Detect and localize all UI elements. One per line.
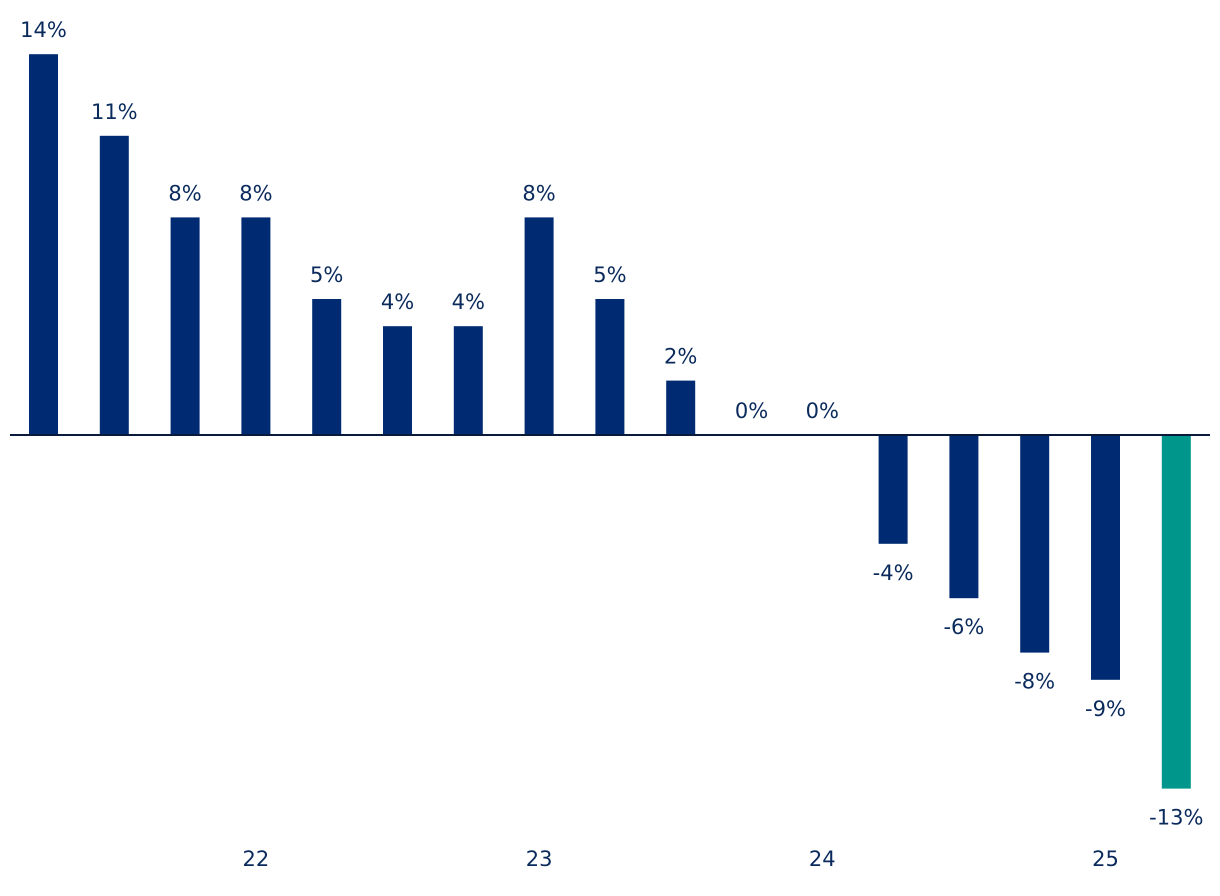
bar-1 [99,135,129,436]
bar-8 [595,299,625,435]
data-label-1: 11% [91,100,138,124]
bar-0 [29,54,58,435]
x-axis-tick-labels: 22 23 24 25 [243,847,1119,871]
data-label-4: 5% [310,263,343,287]
data-label-3: 8% [239,181,272,205]
data-label-0: 14% [20,18,67,42]
data-label-6: 4% [452,290,485,314]
bar-15 [1091,435,1120,680]
bar-13 [949,435,979,599]
bar-12 [878,435,908,544]
data-label-2: 8% [168,181,201,205]
bar-9 [666,380,696,435]
data-label-8: 5% [593,263,626,287]
bar-6 [453,326,483,435]
x-tick-label-24: 24 [809,847,836,871]
bars-group [29,54,1191,789]
data-label-9: 2% [664,345,697,369]
bar-4 [312,299,342,435]
data-label-13: -6% [943,615,984,639]
x-tick-label-22: 22 [243,847,270,871]
data-label-5: 4% [381,290,414,314]
data-label-10: 0% [735,399,768,423]
data-label-7: 8% [522,181,555,205]
data-label-12: -4% [873,561,914,585]
x-tick-label-25: 25 [1092,847,1119,871]
data-label-15: -9% [1085,697,1126,721]
x-tick-label-23: 23 [526,847,553,871]
data-label-14: -8% [1014,670,1055,694]
bar-5 [383,326,412,435]
bar-16 [1161,435,1191,789]
bar-7 [524,217,554,435]
bar-3 [241,217,271,435]
data-label-16: -13% [1149,806,1203,830]
bar-2 [170,217,200,435]
bar-14 [1020,435,1050,653]
data-label-11: 0% [806,399,839,423]
data-labels-group: 14% 11% 8% 8% 5% 4% 4% 8% 5% 2% 0% 0% -4% -6% -8% -9% -1… [20,18,1203,829]
